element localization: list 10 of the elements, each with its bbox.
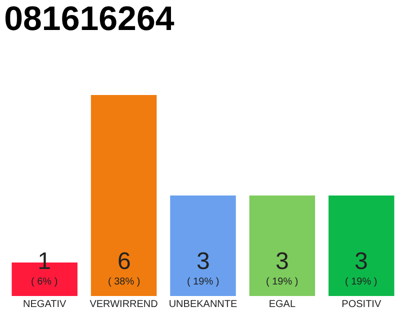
data-label: 3 ( 19% ) xyxy=(187,248,220,288)
x-tick-label: NEGATIV xyxy=(23,299,67,310)
x-tick-label: VERWIRREND xyxy=(90,299,158,310)
x-tick-label: POSITIV xyxy=(342,299,382,310)
chart-title: 081616264 xyxy=(4,0,174,38)
x-tick-label: UNBEKANNTE xyxy=(168,299,238,310)
data-label: 6 ( 38% ) xyxy=(108,248,140,288)
data-label: 3 ( 19% ) xyxy=(345,248,378,288)
x-tick-label: EGAL xyxy=(268,299,296,310)
data-label: 3 ( 19% ) xyxy=(266,248,298,288)
